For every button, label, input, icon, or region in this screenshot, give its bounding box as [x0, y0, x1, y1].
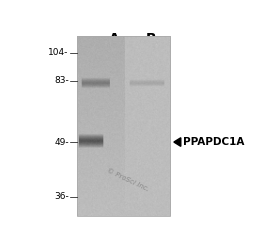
Text: 83-: 83- [54, 76, 69, 85]
Text: 49-: 49- [54, 137, 69, 147]
Bar [77, 36, 170, 216]
Text: B: B [146, 32, 156, 46]
Text: A: A [109, 32, 120, 46]
Text: PPAPDC1A: PPAPDC1A [183, 137, 244, 147]
Text: 104-: 104- [48, 48, 69, 57]
Text: © ProSci Inc.: © ProSci Inc. [105, 167, 149, 192]
Text: 36-: 36- [54, 192, 69, 201]
Polygon shape [174, 138, 181, 146]
